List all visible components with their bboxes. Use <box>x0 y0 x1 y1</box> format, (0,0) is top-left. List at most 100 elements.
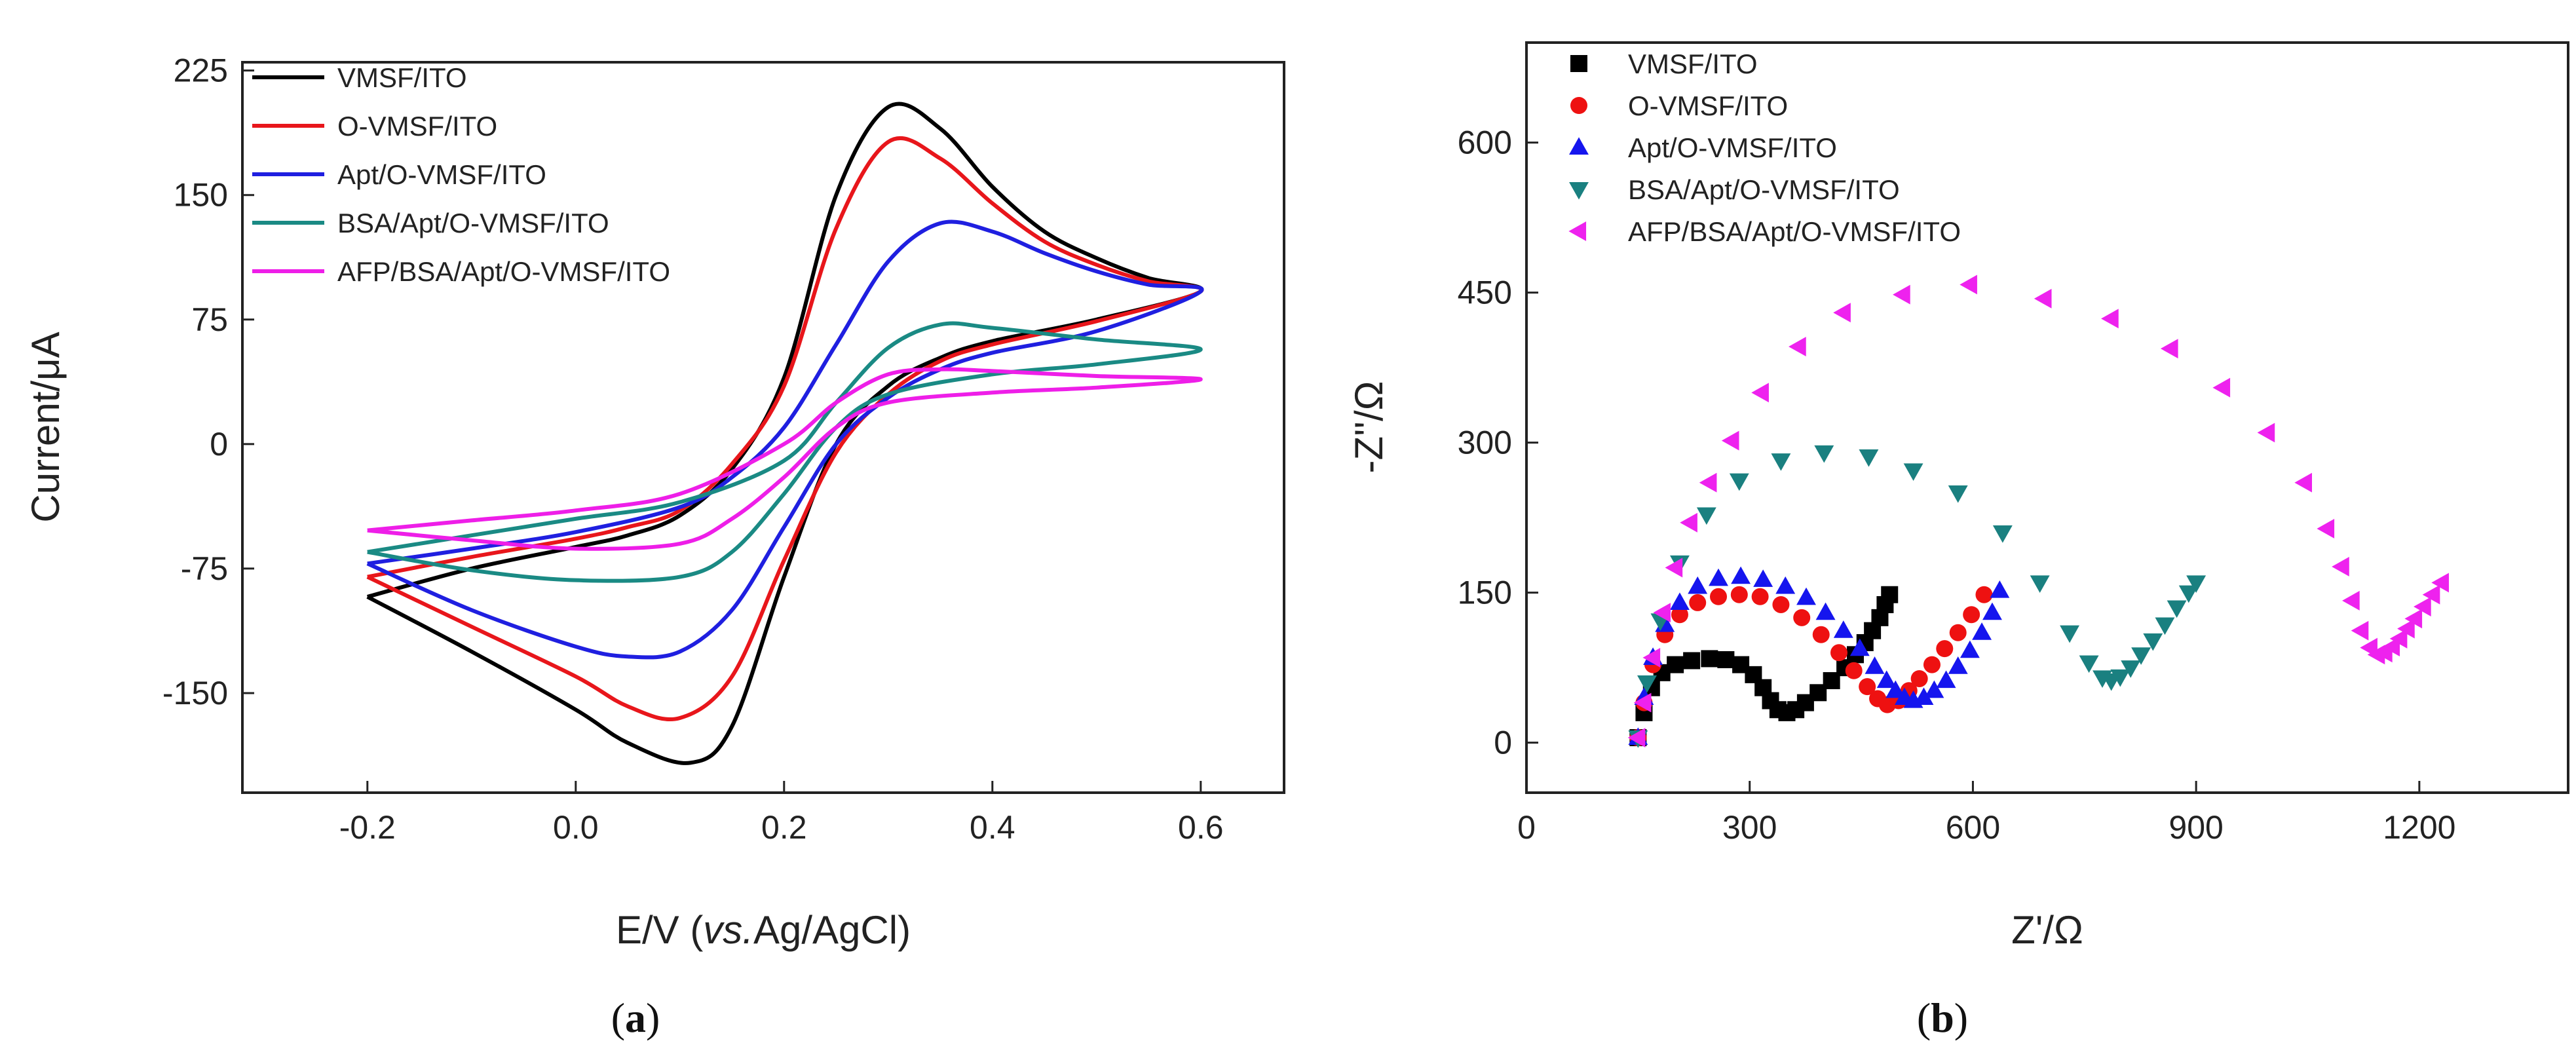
panel-b-nyquist-chart: 0 300 600 900 1200 0 150 300 450 600 VMSF/ITO O-VM… <box>1347 41 2569 1041</box>
data-point-bsa-apt-o-vmsf-ito <box>2079 655 2099 673</box>
panel-b-y-tick-label: 300 <box>1458 425 1512 461</box>
data-point-afp-bsa-apt-o-vmsf-ito <box>1680 512 1697 533</box>
data-point-afp-bsa-apt-o-vmsf-ito <box>1751 383 1769 403</box>
data-point-afp-bsa-apt-o-vmsf-ito <box>2431 573 2449 593</box>
data-point-o-vmsf-ito <box>1812 626 1830 643</box>
panel-b-x-tick-label: 1200 <box>2383 809 2455 846</box>
panel-a-y-tick-label: 75 <box>191 301 228 338</box>
data-point-apt-o-vmsf-ito <box>1865 656 1885 674</box>
data-point-afp-bsa-apt-o-vmsf-ito <box>2422 584 2440 605</box>
panel-a-y-tick-label: 150 <box>174 177 228 214</box>
data-point-apt-o-vmsf-ito <box>1914 687 1934 706</box>
panel-b-caption-label: (b) <box>1917 994 1968 1041</box>
legend-marker-o-vmsf-ito <box>1570 97 1587 114</box>
data-point-afp-bsa-apt-o-vmsf-ito <box>1642 647 1661 668</box>
data-point-bsa-apt-o-vmsf-ito <box>2030 575 2050 593</box>
data-point-bsa-apt-o-vmsf-ito <box>1948 485 1968 503</box>
cv-curve-vmsf-ito <box>366 102 1204 765</box>
panel-a-x-axis-label: E/V (vs.Ag/AgCl) <box>616 908 911 952</box>
data-point-afp-bsa-apt-o-vmsf-ito <box>1653 603 1671 623</box>
legend-label-afp-bsa-apt-o-vmsf-ito: AFP/BSA/Apt/O-VMSF/ITO <box>1628 216 1961 247</box>
data-point-afp-bsa-apt-o-vmsf-ito <box>1633 692 1652 713</box>
panel-a-x-tick-label: 0.2 <box>761 809 807 846</box>
data-point-afp-bsa-apt-o-vmsf-ito <box>2294 472 2313 493</box>
data-point-afp-bsa-apt-o-vmsf-ito <box>2212 377 2231 398</box>
panel-b-y-tick-label: 150 <box>1458 575 1512 611</box>
legend-label-bsa-apt-o-vmsf-ito: BSA/Apt/O-VMSF/ITO <box>1628 174 1900 205</box>
data-point-bsa-apt-o-vmsf-ito <box>1992 525 2013 543</box>
data-point-o-vmsf-ito <box>1772 595 1790 613</box>
data-point-apt-o-vmsf-ito <box>1876 670 1897 689</box>
data-point-apt-o-vmsf-ito <box>1731 566 1751 584</box>
panel-b-y-tick-label: 600 <box>1458 124 1512 161</box>
legend-label-afp-bsa-apt-o-vmsf-ito: AFP/BSA/Apt/O-VMSF/ITO <box>337 256 670 287</box>
panel-a-y-tick-label: 0 <box>210 426 228 463</box>
data-point-apt-o-vmsf-ito <box>1972 622 1992 640</box>
data-point-afp-bsa-apt-o-vmsf-ito <box>2404 609 2423 629</box>
data-point-o-vmsf-ito <box>1710 588 1728 605</box>
legend-label-apt-o-vmsf-ito: Apt/O-VMSF/ITO <box>1628 132 1837 163</box>
nyquist-series-afp-bsa-apt-o-vmsf-ito <box>1627 274 2449 747</box>
data-point-bsa-apt-o-vmsf-ito <box>2060 625 2080 643</box>
data-point-apt-o-vmsf-ito <box>1688 576 1708 594</box>
data-point-afp-bsa-apt-o-vmsf-ito <box>2101 309 2119 329</box>
legend-marker-afp-bsa-apt-o-vmsf-ito <box>1568 221 1587 241</box>
panel-b-x-tick-label: 0 <box>1517 809 1536 846</box>
data-point-apt-o-vmsf-ito <box>1948 656 1968 674</box>
data-point-o-vmsf-ito <box>1859 678 1876 696</box>
data-point-afp-bsa-apt-o-vmsf-ito <box>1893 284 1910 305</box>
cv-curve-apt-o-vmsf-ito <box>366 219 1204 660</box>
panel-a-x-tick-label: 0.0 <box>553 809 599 846</box>
panel-b-ticks: 0 300 600 900 1200 0 150 300 450 600 <box>1458 124 2456 846</box>
cv-curve-afp-bsa-apt-o-vmsf-ito <box>367 367 1203 551</box>
panel-b-x-tick-label: 600 <box>1946 809 2000 846</box>
data-point-vmsf-ito <box>1881 586 1899 603</box>
data-point-bsa-apt-o-vmsf-ito <box>2143 633 2163 651</box>
data-point-afp-bsa-apt-o-vmsf-ito <box>2317 519 2335 538</box>
panel-a-series <box>366 102 1204 765</box>
data-point-bsa-apt-o-vmsf-ito <box>1903 463 1923 482</box>
data-point-o-vmsf-ito <box>1689 594 1707 611</box>
panel-a-cv-chart: -0.2 0.0 0.2 0.4 0.6 225 150 75 0 -75 -150 VMSF/IT… <box>24 52 1285 1041</box>
panel-b-x-axis-label: Z'/Ω <box>2011 908 2083 952</box>
data-point-o-vmsf-ito <box>1830 644 1847 662</box>
data-point-apt-o-vmsf-ito <box>1936 670 1956 689</box>
panel-a-x-tick-label: 0.4 <box>970 809 1015 846</box>
data-point-afp-bsa-apt-o-vmsf-ito <box>2342 590 2360 611</box>
data-point-apt-o-vmsf-ito <box>1775 576 1796 594</box>
data-point-bsa-apt-o-vmsf-ito <box>2121 660 2141 678</box>
data-point-o-vmsf-ito <box>1949 624 1967 641</box>
data-point-afp-bsa-apt-o-vmsf-ito <box>2351 620 2369 641</box>
panel-b-series <box>1627 274 2449 748</box>
data-point-apt-o-vmsf-ito <box>1833 620 1853 638</box>
data-point-bsa-apt-o-vmsf-ito <box>2155 617 2175 635</box>
data-point-o-vmsf-ito <box>1975 586 1993 603</box>
data-point-afp-bsa-apt-o-vmsf-ito <box>2257 423 2275 443</box>
data-point-o-vmsf-ito <box>1793 609 1811 626</box>
data-point-bsa-apt-o-vmsf-ito <box>2167 600 2187 618</box>
data-point-bsa-apt-o-vmsf-ito <box>1637 675 1657 693</box>
data-point-o-vmsf-ito <box>1751 588 1769 605</box>
data-point-apt-o-vmsf-ito <box>1670 592 1690 610</box>
data-point-apt-o-vmsf-ito <box>1815 602 1836 620</box>
data-point-bsa-apt-o-vmsf-ito <box>1859 449 1879 467</box>
cv-curve-bsa-apt-o-vmsf-ito <box>367 321 1203 583</box>
legend-label-o-vmsf-ito: O-VMSF/ITO <box>1628 90 1788 121</box>
data-point-bsa-apt-o-vmsf-ito <box>1814 445 1834 463</box>
data-point-bsa-apt-o-vmsf-ito <box>2110 669 2131 687</box>
data-point-afp-bsa-apt-o-vmsf-ito <box>1627 728 1646 747</box>
data-point-afp-bsa-apt-o-vmsf-ito <box>2397 618 2415 639</box>
data-point-afp-bsa-apt-o-vmsf-ito <box>1721 430 1739 451</box>
nyquist-series-apt-o-vmsf-ito <box>1628 566 2010 746</box>
data-point-apt-o-vmsf-ito <box>1885 680 1906 698</box>
data-point-apt-o-vmsf-ito <box>1709 568 1728 586</box>
panel-a-legend: VMSF/ITO O-VMSF/ITO Apt/O-VMSF/ITO BSA/Apt/… <box>252 62 670 287</box>
data-point-apt-o-vmsf-ito <box>1982 602 2002 620</box>
panel-a-x-tick-label: -0.2 <box>339 809 396 846</box>
data-point-vmsf-ito <box>1667 656 1684 673</box>
data-point-afp-bsa-apt-o-vmsf-ito <box>2389 628 2408 649</box>
legend-label-vmsf-ito: VMSF/ITO <box>337 62 467 93</box>
legend-marker-bsa-apt-o-vmsf-ito <box>1569 181 1589 200</box>
data-point-apt-o-vmsf-ito <box>1796 587 1816 605</box>
